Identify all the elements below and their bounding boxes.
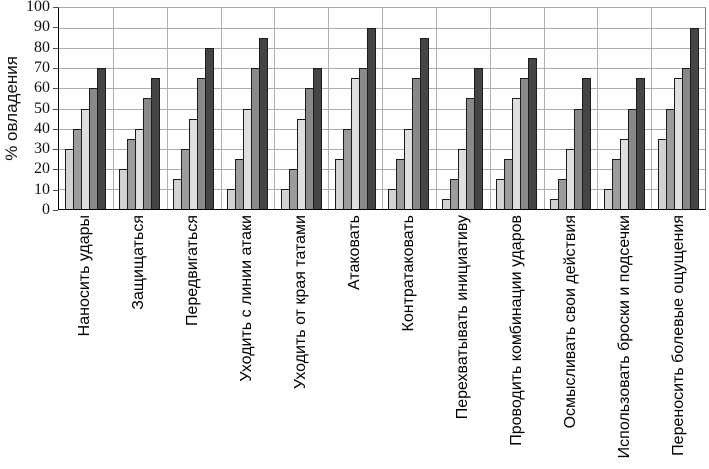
bar bbox=[581, 78, 591, 209]
y-tick-label: 30 bbox=[34, 140, 50, 158]
v-gridline bbox=[597, 8, 599, 209]
x-category-label: Атаковать bbox=[346, 215, 364, 290]
bar bbox=[474, 68, 484, 209]
x-label-cell: Уходить с линии атаки bbox=[220, 215, 274, 469]
v-gridline bbox=[274, 8, 276, 209]
x-label-cell: Передвигаться bbox=[166, 215, 220, 469]
y-tick-label: 90 bbox=[34, 18, 50, 36]
y-tick-mark bbox=[53, 128, 58, 130]
y-tick-mark bbox=[53, 27, 58, 29]
bar-group bbox=[328, 8, 382, 209]
bar bbox=[366, 28, 376, 209]
x-label-cell: Использовать броски и подсечки bbox=[598, 215, 652, 469]
x-category-label: Уходить от края татами bbox=[292, 215, 310, 390]
x-label-cell: Контратаковать bbox=[382, 215, 436, 469]
bar-group bbox=[59, 8, 113, 209]
x-category-label: Перехватывать инициативу bbox=[454, 215, 472, 420]
y-tick-label: 40 bbox=[34, 119, 50, 137]
v-gridline bbox=[489, 8, 491, 209]
bar-group bbox=[167, 8, 221, 209]
x-category-label: Контратаковать bbox=[400, 215, 418, 332]
bar-group bbox=[220, 8, 274, 209]
bar-group bbox=[274, 8, 328, 209]
bar bbox=[528, 58, 538, 209]
x-category-label: Передвигаться bbox=[184, 215, 202, 326]
bar-group bbox=[436, 8, 490, 209]
y-tick-label: 50 bbox=[34, 99, 50, 117]
bar bbox=[97, 68, 107, 209]
x-label-cell: Перехватывать инициативу bbox=[436, 215, 490, 469]
y-tick-mark bbox=[53, 210, 58, 211]
x-label-cell: Переносить болевые ощущения bbox=[652, 215, 706, 469]
y-tick-label: 20 bbox=[34, 160, 50, 178]
x-label-cell: Уходить от края татами bbox=[274, 215, 328, 469]
x-label-cell: Атаковать bbox=[328, 215, 382, 469]
bar bbox=[689, 28, 699, 209]
bar-group bbox=[543, 8, 597, 209]
bar-group bbox=[651, 8, 705, 209]
y-tick-label: 10 bbox=[34, 180, 50, 198]
y-tick-label: 70 bbox=[34, 58, 50, 76]
bar bbox=[312, 68, 322, 209]
x-label-cell: Наносить удары bbox=[58, 215, 112, 469]
bar bbox=[635, 78, 645, 209]
bar-group bbox=[113, 8, 167, 209]
y-tick-mark bbox=[53, 169, 58, 171]
x-label-cell: Проводить комбинации ударов bbox=[490, 215, 544, 469]
y-tick-mark bbox=[53, 189, 58, 191]
bar-group bbox=[490, 8, 544, 209]
x-category-label: Защищаться bbox=[130, 215, 148, 310]
bar bbox=[205, 48, 215, 209]
x-axis-category-labels: Наносить удары Защищаться Передвигаться Ухо… bbox=[58, 215, 706, 469]
v-gridline bbox=[382, 8, 383, 209]
y-tick-mark bbox=[53, 7, 58, 8]
y-tick-label: 80 bbox=[34, 38, 50, 56]
y-tick-label: 60 bbox=[34, 79, 50, 97]
y-tick-label: 100 bbox=[26, 0, 50, 15]
y-tick-mark bbox=[53, 108, 58, 110]
x-category-label: Наносить удары bbox=[76, 215, 94, 337]
v-gridline bbox=[220, 8, 222, 209]
x-label-cell: Защищаться bbox=[112, 215, 166, 469]
bar-group bbox=[382, 8, 436, 209]
x-category-label: Проводить комбинации ударов bbox=[508, 215, 526, 446]
x-label-cell: Осмысливать свои действия bbox=[544, 215, 598, 469]
v-gridline bbox=[651, 8, 653, 209]
plot-area bbox=[58, 7, 706, 210]
y-tick-mark bbox=[53, 149, 58, 151]
x-category-label: Использовать броски и подсечки bbox=[616, 215, 634, 459]
v-gridline bbox=[166, 8, 168, 209]
x-category-label: Уходить с линии атаки bbox=[238, 215, 256, 382]
x-category-label: Осмысливать свои действия bbox=[562, 215, 580, 429]
v-gridline bbox=[112, 8, 114, 209]
bar bbox=[151, 78, 161, 209]
v-gridline bbox=[435, 8, 437, 209]
y-tick-mark bbox=[53, 47, 58, 49]
y-tick-mark bbox=[53, 88, 58, 90]
v-gridline bbox=[543, 8, 545, 209]
y-tick-label: 0 bbox=[42, 201, 50, 218]
bar-group bbox=[597, 8, 651, 209]
bar-groups bbox=[59, 8, 705, 209]
v-gridline bbox=[328, 8, 330, 209]
bar bbox=[258, 38, 268, 209]
bar bbox=[420, 38, 430, 209]
y-tick-mark bbox=[53, 67, 58, 69]
x-category-label: Переносить болевые ощущения bbox=[670, 215, 688, 456]
y-axis-tick-labels: 0 10 20 30 40 50 60 70 80 90 100 bbox=[0, 0, 50, 218]
